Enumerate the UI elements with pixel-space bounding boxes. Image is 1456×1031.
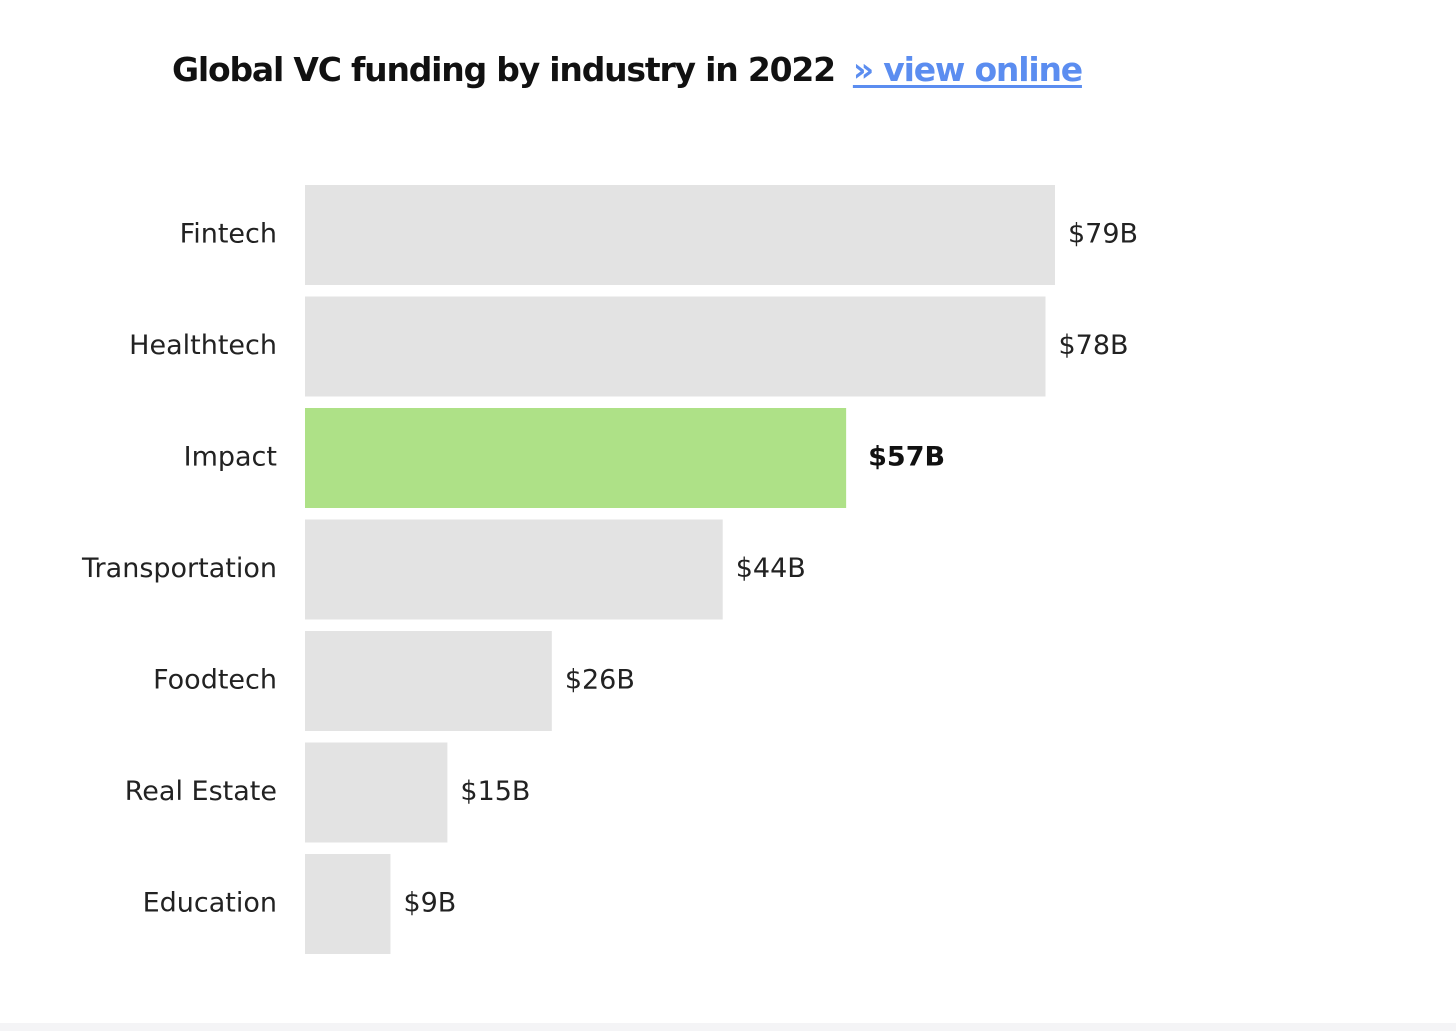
- category-label-education: Education: [143, 888, 277, 919]
- value-label-foodtech: $26B: [565, 665, 635, 696]
- bar-foodtech: [305, 631, 552, 731]
- chart-header: Global VC funding by industry in 2022 » …: [172, 50, 1083, 96]
- bar-fintech: [305, 185, 1055, 285]
- category-label-real-estate: Real Estate: [125, 776, 277, 807]
- bar-impact: [305, 408, 847, 508]
- bar-real-estate: [305, 742, 448, 843]
- bar-transportation: [305, 519, 723, 620]
- value-label-real-estate: $15B: [460, 776, 530, 807]
- page-bottom-strip: [0, 1023, 1456, 1031]
- category-label-healthtech: Healthtech: [129, 330, 277, 361]
- category-label-fintech: Fintech: [180, 219, 277, 250]
- value-label-impact: $57B: [868, 442, 945, 473]
- category-label-foodtech: Foodtech: [153, 665, 277, 696]
- view-online-link[interactable]: » view online: [852, 50, 1083, 89]
- value-label-healthtech: $78B: [1059, 330, 1129, 361]
- value-label-education: $9B: [403, 888, 456, 919]
- value-label-transportation: $44B: [736, 553, 806, 584]
- category-label-impact: Impact: [184, 442, 277, 473]
- bar-education: [305, 854, 391, 954]
- category-label-transportation: Transportation: [81, 553, 277, 584]
- value-label-fintech: $79B: [1068, 219, 1138, 250]
- chart-title: Global VC funding by industry in 2022: [172, 50, 836, 89]
- bar-healthtech: [305, 296, 1046, 397]
